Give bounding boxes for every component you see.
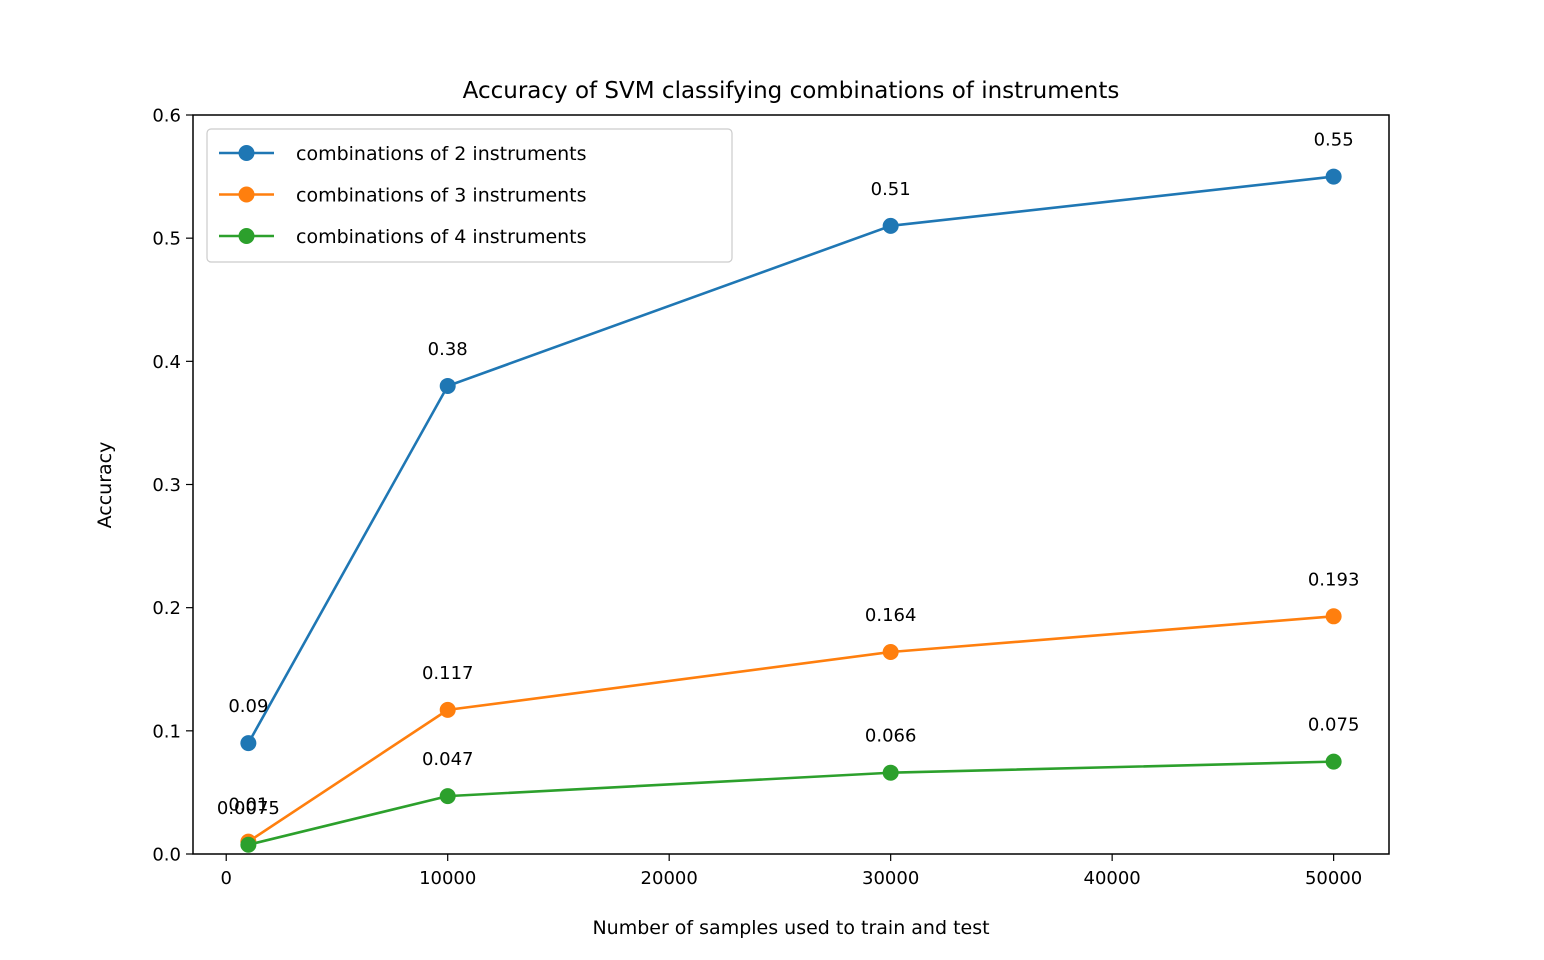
x-axis: 0 10000 20000 30000 40000 50000 xyxy=(220,854,1362,889)
data-label: 0.55 xyxy=(1314,130,1354,151)
y-tick-label: 0.0 xyxy=(152,845,181,866)
plot-area: 0.09 0.38 0.51 0.55 0.01 0.117 0.164 0.193 0.007… xyxy=(217,130,1360,853)
x-tick-label: 30000 xyxy=(862,868,919,889)
series-line xyxy=(248,760,1334,847)
data-label: 0.01 xyxy=(228,795,268,816)
data-label: 0.09 xyxy=(228,696,268,717)
series-line xyxy=(247,175,1334,744)
legend-item: combinations of 4 instruments xyxy=(219,226,587,248)
data-label: 0.066 xyxy=(865,726,917,747)
series-line xyxy=(247,614,1334,843)
y-axis-label: Accuracy xyxy=(94,442,116,529)
data-label: 0.075 xyxy=(1308,715,1360,736)
y-tick-label: 0.2 xyxy=(152,598,181,619)
data-point xyxy=(882,764,899,781)
data-point xyxy=(240,836,257,853)
legend-item: combinations of 3 instruments xyxy=(219,185,587,207)
legend-item: combinations of 2 instruments xyxy=(219,143,587,165)
data-point xyxy=(240,735,257,752)
data-label: 0.38 xyxy=(428,339,468,360)
data-point xyxy=(439,701,456,718)
series-3: 0.0075 0.047 0.066 0.075 xyxy=(217,715,1360,853)
x-axis-label: Number of samples used to train and test xyxy=(592,917,989,939)
data-point xyxy=(1325,608,1342,625)
data-label: 0.117 xyxy=(422,663,474,684)
y-tick-label: 0.3 xyxy=(152,475,181,496)
x-tick-label: 20000 xyxy=(641,868,698,889)
legend-label: combinations of 4 instruments xyxy=(296,226,587,248)
data-point xyxy=(1325,168,1342,185)
data-label: 0.51 xyxy=(871,179,911,200)
data-label: 0.0075 xyxy=(217,798,280,819)
data-point xyxy=(439,788,456,805)
legend-marker xyxy=(238,145,255,161)
data-label: 0.047 xyxy=(422,749,474,770)
legend: combinations of 2 instruments combination… xyxy=(206,128,733,263)
legend-box xyxy=(206,128,733,263)
series-2: 0.01 0.117 0.164 0.193 xyxy=(228,569,1360,850)
data-label: 0.193 xyxy=(1308,569,1360,590)
data-label: 0.164 xyxy=(865,605,917,626)
y-axis: 0.0 0.1 0.2 0.3 0.4 0.5 0.6 xyxy=(152,106,193,866)
legend-marker xyxy=(238,186,255,203)
y-tick-label: 0.4 xyxy=(152,352,181,373)
series-1: 0.09 0.38 0.51 0.55 xyxy=(228,130,1354,752)
legend-label: combinations of 2 instruments xyxy=(296,143,587,165)
x-tick-label: 10000 xyxy=(419,868,476,889)
legend-marker xyxy=(238,228,255,244)
y-tick-label: 0.1 xyxy=(152,721,181,742)
data-point xyxy=(1325,753,1342,770)
y-tick-label: 0.6 xyxy=(152,106,181,127)
chart-title: Accuracy of SVM classifying combinations… xyxy=(463,78,1120,104)
x-tick-label: 0 xyxy=(220,868,231,889)
data-point xyxy=(882,644,899,661)
data-point xyxy=(439,377,456,394)
x-tick-label: 40000 xyxy=(1084,868,1141,889)
legend-label: combinations of 3 instruments xyxy=(296,185,587,207)
y-tick-label: 0.5 xyxy=(152,229,181,250)
data-point xyxy=(882,217,899,234)
x-tick-label: 50000 xyxy=(1305,868,1362,889)
